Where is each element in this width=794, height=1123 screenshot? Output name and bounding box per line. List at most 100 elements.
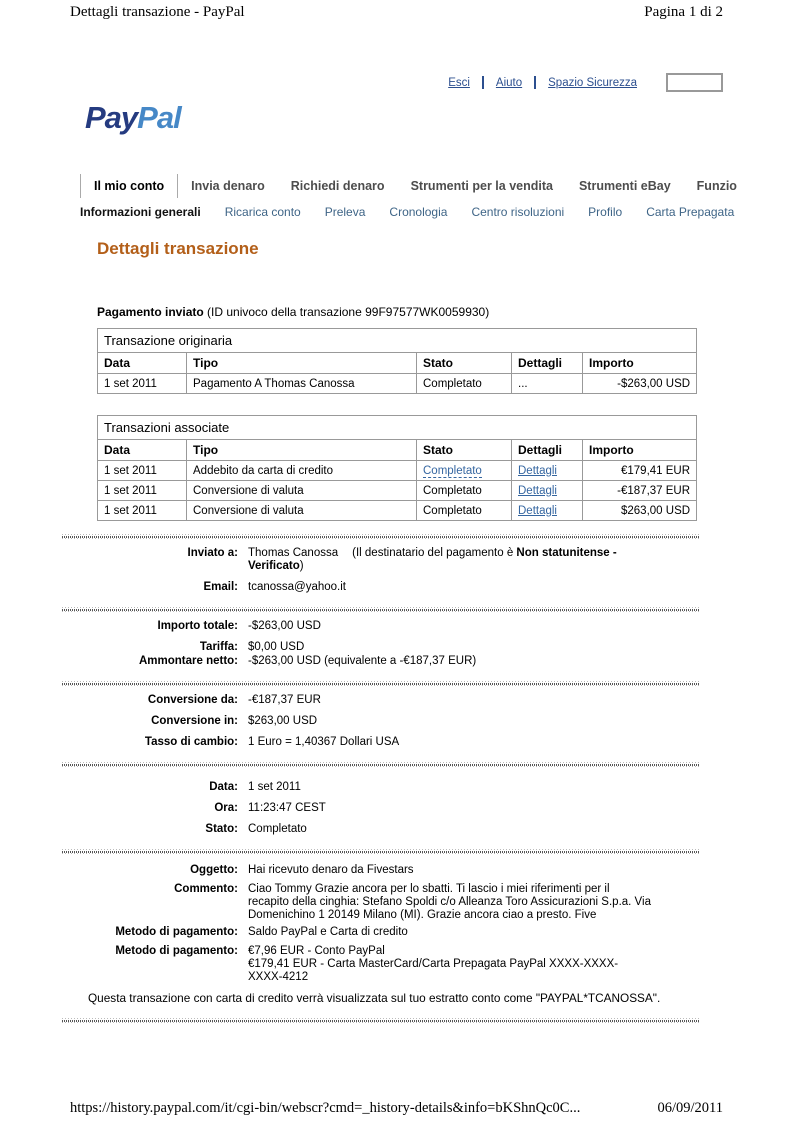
payment-method-line-2: €179,41 EUR - Carta MasterCard/Carta Pre…: [248, 958, 619, 983]
cell-amount: -$263,00 USD: [581, 373, 698, 394]
subnav-cronologia[interactable]: Cronologia: [389, 205, 448, 219]
security-center-link[interactable]: Spazio Sicurezza: [548, 76, 637, 89]
dotted-separator: [62, 534, 700, 539]
recipient-note-suffix: ): [299, 560, 304, 572]
help-link[interactable]: Aiuto: [495, 76, 523, 89]
table-row: 1 set 2011 Conversione di valuta Complet…: [97, 480, 698, 501]
table-row: 1 set 2011 Addebito da carta di credito …: [97, 460, 698, 481]
subnav-carta-prepagata[interactable]: Carta Prepagata: [646, 205, 735, 219]
dotted-separator: [62, 1018, 700, 1023]
column-header-tipo: Tipo: [186, 352, 417, 374]
subnav-profilo[interactable]: Profilo: [588, 205, 623, 219]
dotted-separator: [62, 849, 700, 854]
statement-note: Questa transazione con carta di credito …: [88, 991, 661, 1005]
field-label-sent-to: Inviato a:: [187, 547, 238, 559]
field-value-subject: Hai ricevuto denaro da Fivestars: [248, 864, 414, 876]
print-footer: https://history.paypal.com/it/cgi-bin/we…: [70, 1100, 723, 1117]
details-link[interactable]: Dettagli: [518, 504, 557, 517]
field-label-status: Stato:: [205, 823, 238, 835]
field-value-email: tcanossa@yahoo.it: [248, 581, 346, 593]
cell-type: Conversione di valuta: [186, 480, 417, 501]
field-value-payment-method-1: Saldo PayPal e Carta di credito: [248, 926, 408, 938]
field-label-total: Importo totale:: [157, 620, 239, 632]
tab-richiedi-denaro[interactable]: Richiedi denaro: [290, 179, 385, 193]
subnav-ricarica-conto[interactable]: Ricarica conto: [224, 205, 301, 219]
cell-amount: -€187,37 EUR: [581, 480, 698, 501]
associated-transactions-table: Transazioni associate Data Tipo Stato De…: [96, 415, 698, 521]
subnav-informazioni-generali[interactable]: Informazioni generali: [80, 205, 201, 219]
utility-separator: [481, 76, 484, 89]
original-transaction-table: Transazione originaria Data Tipo Stato D…: [96, 328, 698, 394]
subnav-centro-risoluzioni[interactable]: Centro risoluzioni: [471, 205, 565, 219]
field-label-fee: Tariffa:: [199, 641, 238, 653]
sub-nav: Informazioni generali Ricarica conto Pre…: [80, 205, 794, 219]
details-link[interactable]: Dettagli: [518, 464, 557, 477]
field-value-exchange-rate: 1 Euro = 1,40367 Dollari USA: [248, 736, 400, 748]
field-label-conversion-from: Conversione da:: [147, 694, 238, 706]
paypal-logo-pay: Pay: [85, 100, 138, 135]
tab-il-mio-conto[interactable]: Il mio conto: [94, 179, 165, 193]
status-link[interactable]: Completato: [423, 464, 482, 478]
tab-strumenti-ebay[interactable]: Strumenti eBay: [578, 179, 671, 193]
cell-type: Conversione di valuta: [186, 500, 417, 521]
recipient-status: Non statunitense - Verificato: [248, 547, 617, 572]
recipient-section: Inviato a: Thomas Canossa (Il destinatari…: [0, 547, 794, 594]
field-value-sent-to: Thomas Canossa (Il destinatario del pagam…: [248, 547, 652, 573]
print-header-page-number: Pagina 1 di 2: [644, 4, 723, 20]
payment-sent-label: Pagamento inviato: [97, 305, 204, 319]
print-header-title: Dettagli transazione - PayPal: [70, 4, 245, 20]
cell-type: Pagamento A Thomas Canossa: [186, 373, 417, 394]
column-header-importo: Importo: [581, 352, 698, 374]
column-header-stato: Stato: [416, 352, 512, 374]
payment-sent-line: Pagamento inviato (ID univoco della tran…: [97, 305, 794, 319]
dotted-separator: [62, 607, 700, 612]
tab-strumenti-vendita[interactable]: Strumenti per la vendita: [410, 179, 553, 193]
table-caption: Transazione originaria: [96, 328, 698, 353]
dotted-separator: [62, 681, 700, 686]
cell-status: Completato: [416, 500, 512, 521]
field-value-time: 11:23:47 CEST: [248, 802, 326, 814]
cell-date: 1 set 2011: [97, 480, 187, 501]
field-label-email: Email:: [203, 581, 238, 593]
search-input[interactable]: [666, 73, 723, 92]
field-label-conversion-to: Conversione in:: [151, 715, 238, 727]
recipient-name: Thomas Canossa: [248, 547, 339, 559]
column-header-data: Data: [97, 439, 187, 461]
cell-status: Completato: [416, 373, 512, 394]
field-label-exchange-rate: Tasso di cambio:: [144, 736, 238, 748]
print-footer-date: 06/09/2011: [657, 1100, 723, 1116]
field-value-date: 1 set 2011: [248, 781, 301, 793]
field-label-date: Data:: [209, 781, 238, 793]
recipient-note-prefix: (Il destinatario del pagamento è: [352, 547, 517, 559]
datetime-section: Data: 1 set 2011 Ora: 11:23:47 CEST Stat…: [0, 781, 794, 836]
conversion-section: Conversione da: -€187,37 EUR Conversione…: [0, 694, 794, 749]
column-header-importo: Importo: [581, 439, 698, 461]
tab-invia-denaro[interactable]: Invia denaro: [191, 179, 265, 193]
main-nav: Il mio conto Invia denaro Richiedi denar…: [80, 174, 794, 198]
column-header-dettagli: Dettagli: [511, 352, 583, 374]
field-value-fee: $0,00 USD: [248, 641, 305, 653]
cell-type: Addebito da carta di credito: [186, 460, 417, 481]
amounts-section: Importo totale: -$263,00 USD Tariffa: $0…: [0, 620, 794, 668]
cell-date: 1 set 2011: [97, 500, 187, 521]
dotted-separator: [62, 762, 700, 767]
field-label-subject: Oggetto:: [190, 864, 238, 876]
logout-link[interactable]: Esci: [448, 76, 470, 89]
cell-date: 1 set 2011: [97, 460, 187, 481]
tab-divider: [80, 174, 81, 198]
details-link[interactable]: Dettagli: [518, 484, 557, 497]
field-label-net: Ammontare netto:: [138, 655, 238, 667]
tab-funzioni[interactable]: Funzio: [696, 179, 737, 193]
payment-method-line-1: €7,96 EUR - Conto PayPal: [248, 945, 385, 957]
column-header-dettagli: Dettagli: [511, 439, 583, 461]
print-header: Dettagli transazione - PayPal Pagina 1 d…: [70, 4, 723, 21]
column-header-stato: Stato: [416, 439, 512, 461]
paypal-logo-pal: Pal: [137, 100, 182, 135]
tab-divider: [177, 174, 179, 198]
table-row: 1 set 2011 Pagamento A Thomas Canossa Co…: [97, 373, 698, 394]
cell-status: Completato: [416, 480, 512, 501]
field-label-comment: Commento:: [174, 883, 238, 895]
subnav-preleva[interactable]: Preleva: [324, 205, 366, 219]
print-footer-url: https://history.paypal.com/it/cgi-bin/we…: [70, 1100, 581, 1116]
